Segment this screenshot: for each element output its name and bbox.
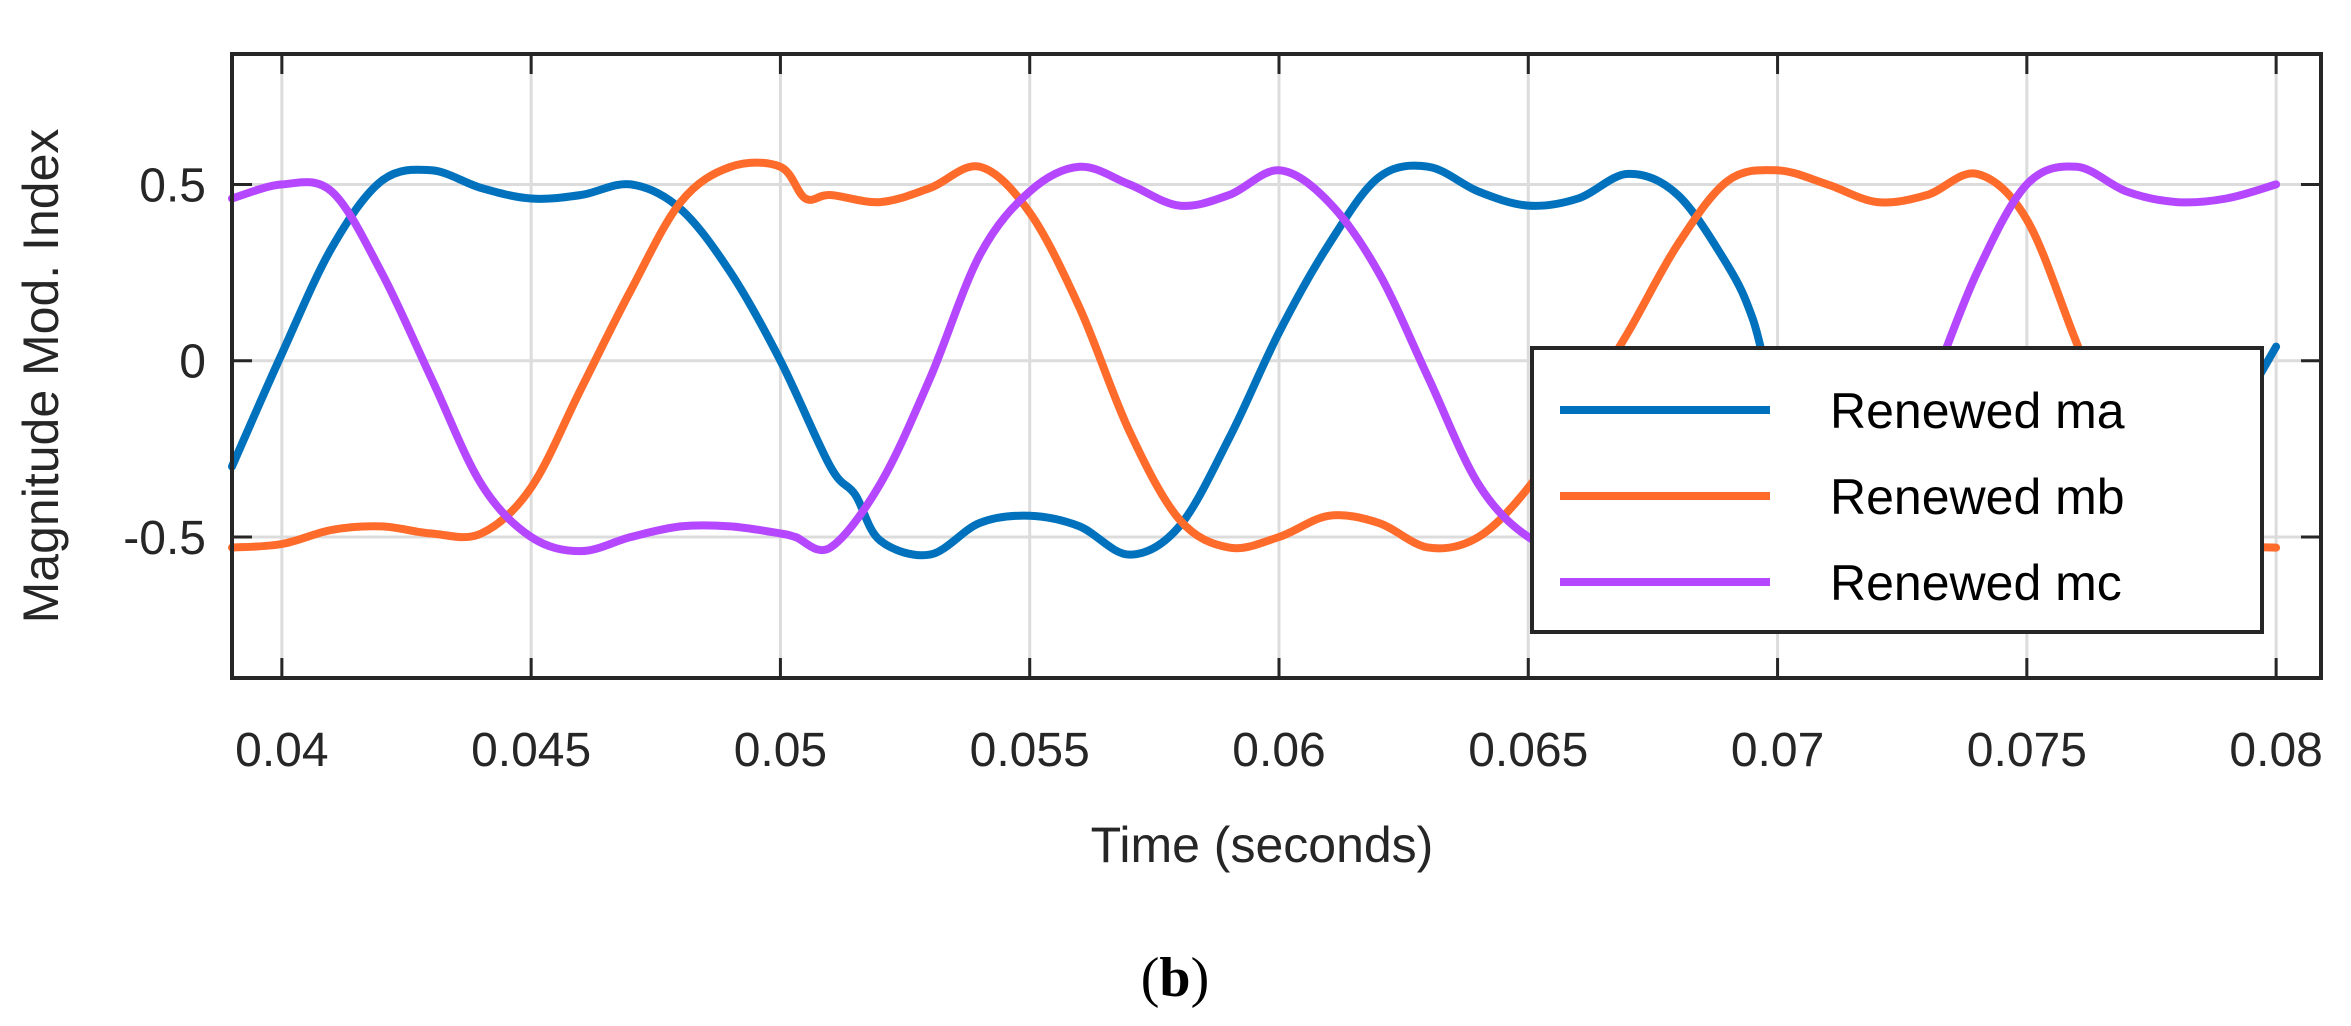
series-line-2 — [228, 158, 2281, 553]
axis-ticks — [232, 54, 2321, 678]
x-tick-label: 0.06 — [1232, 724, 1325, 777]
x-axis-label: Time (seconds) — [1091, 817, 1434, 873]
caption-letter: b — [1159, 947, 1190, 1009]
x-tick-label: 0.08 — [2229, 724, 2322, 777]
x-tick-label: 0.065 — [1468, 724, 1588, 777]
y-axis-label: Magnitude Mod. Index — [13, 129, 69, 624]
caption-open-paren: ( — [1141, 947, 1160, 1009]
x-tick-label: 0.07 — [1731, 724, 1824, 777]
legend: Renewed ma Renewed mb Renewed mc — [1530, 346, 2264, 634]
y-tick-label: 0.5 — [139, 159, 206, 212]
x-tick-label: 0.055 — [970, 724, 1090, 777]
legend-label-1: Renewed ma — [1830, 383, 2125, 439]
legend-label-3: Renewed mc — [1830, 555, 2122, 611]
figure-caption: (b) — [1141, 947, 1209, 1009]
y-tick-label: 0 — [179, 336, 206, 389]
legend-label-2: Renewed mb — [1830, 469, 2125, 525]
x-tick-label: 0.04 — [235, 724, 328, 777]
axes-box — [230, 52, 2323, 680]
x-tick-label: 0.075 — [1967, 724, 2087, 777]
y-tick-label: -0.5 — [123, 512, 206, 565]
tick-labels: 0.04 0.045 0.05 0.055 0.06 0.065 0.07 0.075 0.08… — [123, 159, 2323, 777]
x-tick-label: 0.05 — [734, 724, 827, 777]
caption-close-paren: ) — [1191, 947, 1210, 1009]
x-tick-label: 0.045 — [471, 724, 591, 777]
